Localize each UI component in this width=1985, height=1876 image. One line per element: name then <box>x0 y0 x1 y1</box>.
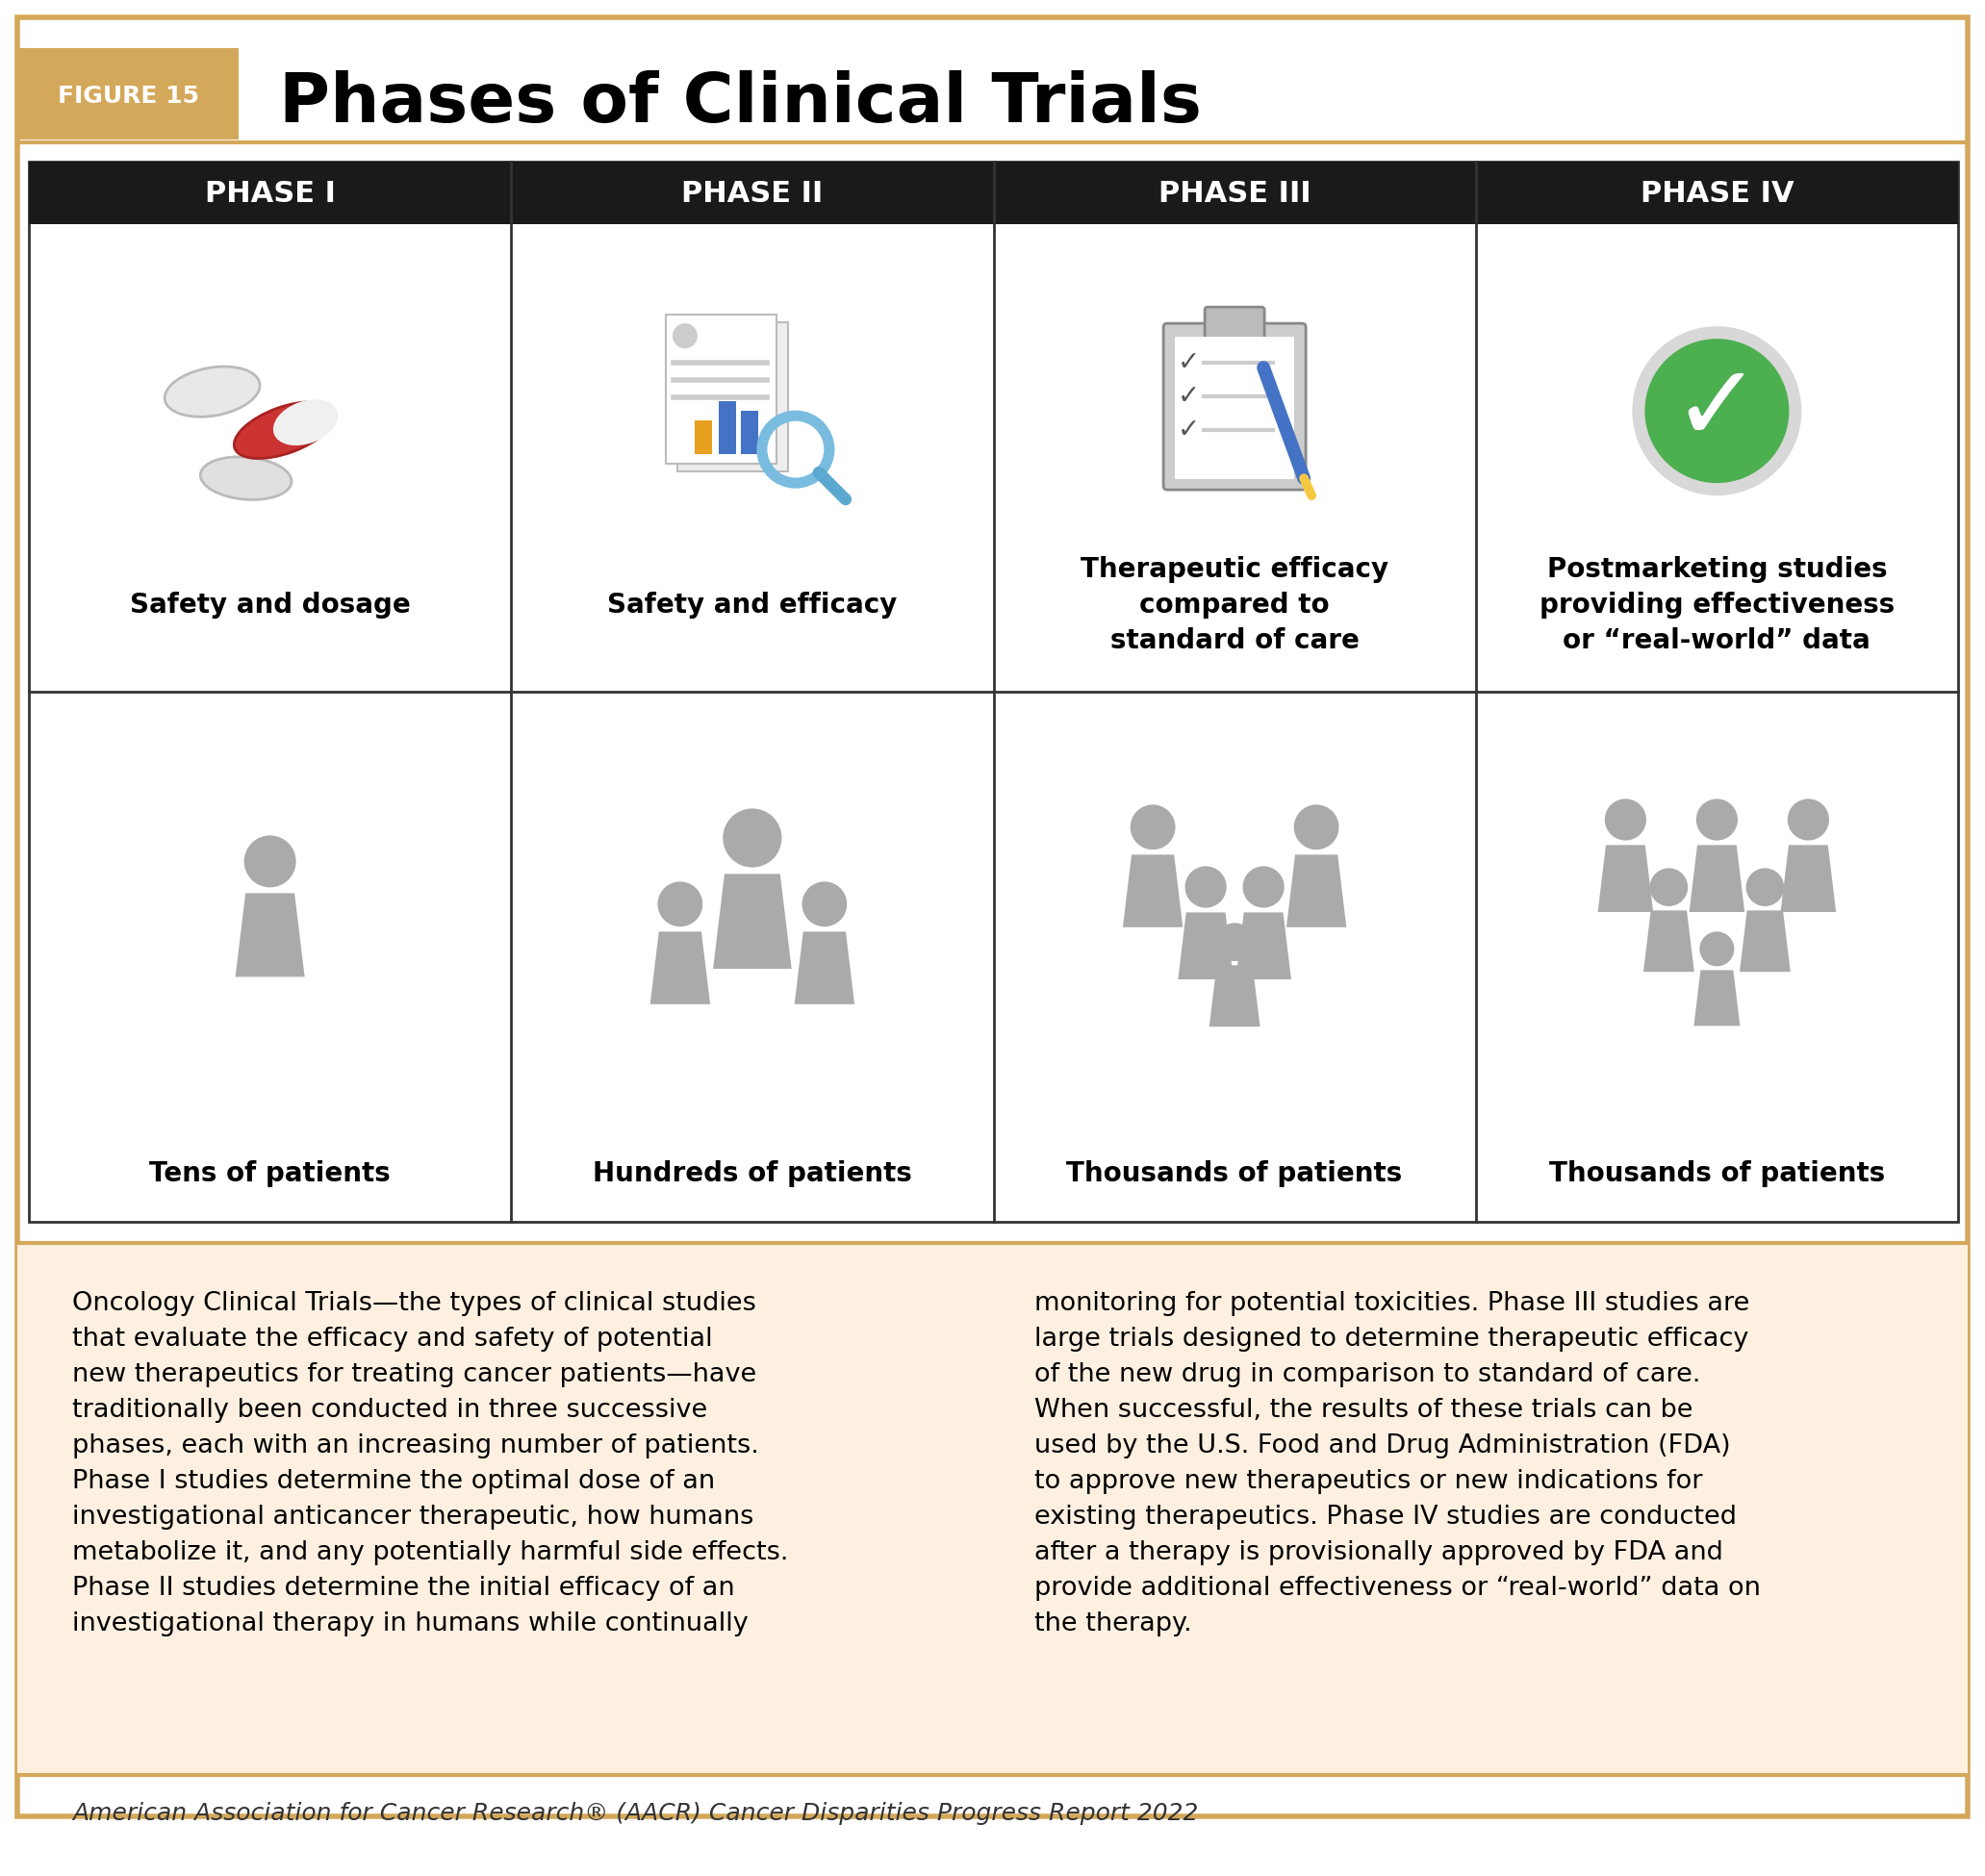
Text: Thousands of patients: Thousands of patients <box>1066 1159 1403 1188</box>
Text: Hundreds of patients: Hundreds of patients <box>594 1159 911 1188</box>
Text: ✓: ✓ <box>1177 416 1199 443</box>
Text: Tens of patients: Tens of patients <box>149 1159 391 1188</box>
Ellipse shape <box>165 366 260 416</box>
Text: Phases of Clinical Trials: Phases of Clinical Trials <box>280 71 1201 137</box>
Circle shape <box>1215 923 1255 961</box>
FancyBboxPatch shape <box>512 161 992 223</box>
Text: ✓: ✓ <box>1671 360 1763 461</box>
Text: Thousands of patients: Thousands of patients <box>1548 1159 1886 1188</box>
Ellipse shape <box>274 400 337 445</box>
Text: Postmarketing studies
providing effectiveness
or “real-world” data: Postmarketing studies providing effectiv… <box>1538 557 1894 655</box>
FancyBboxPatch shape <box>740 411 758 454</box>
Text: PHASE I: PHASE I <box>204 180 335 208</box>
Circle shape <box>1604 799 1646 840</box>
Polygon shape <box>1693 970 1741 1026</box>
Text: Therapeutic efficacy
compared to
standard of care: Therapeutic efficacy compared to standar… <box>1080 557 1389 655</box>
Polygon shape <box>1598 844 1654 912</box>
Circle shape <box>1129 805 1175 850</box>
Text: FIGURE 15: FIGURE 15 <box>58 84 198 107</box>
FancyBboxPatch shape <box>719 401 736 454</box>
Text: American Association for Cancer Research® (AACR) Cancer Disparities Progress Rep: American Association for Cancer Research… <box>71 1803 1199 1825</box>
FancyBboxPatch shape <box>695 420 713 454</box>
FancyBboxPatch shape <box>30 161 512 223</box>
Text: ✓: ✓ <box>1177 349 1199 377</box>
Text: PHASE II: PHASE II <box>681 180 824 208</box>
Polygon shape <box>794 932 854 1004</box>
FancyBboxPatch shape <box>18 1244 1967 1775</box>
Polygon shape <box>1739 910 1790 972</box>
FancyBboxPatch shape <box>1175 338 1294 478</box>
Ellipse shape <box>200 456 292 499</box>
Circle shape <box>1294 805 1340 850</box>
Circle shape <box>1646 340 1788 482</box>
Circle shape <box>1632 326 1802 495</box>
Polygon shape <box>1177 912 1233 979</box>
Polygon shape <box>1286 855 1346 927</box>
Polygon shape <box>1237 912 1290 979</box>
Text: ✓: ✓ <box>1177 383 1199 411</box>
Circle shape <box>1747 869 1785 906</box>
Text: Oncology Clinical Trials—the types of clinical studies
that evaluate the efficac: Oncology Clinical Trials—the types of cl… <box>71 1291 788 1636</box>
Circle shape <box>1788 799 1828 840</box>
FancyBboxPatch shape <box>30 161 1957 1221</box>
Circle shape <box>1243 867 1284 908</box>
Circle shape <box>1699 932 1735 966</box>
Circle shape <box>673 323 697 349</box>
Polygon shape <box>236 893 304 977</box>
Polygon shape <box>1644 910 1695 972</box>
Circle shape <box>244 835 296 887</box>
Circle shape <box>1695 799 1737 840</box>
FancyBboxPatch shape <box>18 49 238 139</box>
Circle shape <box>1650 869 1687 906</box>
Polygon shape <box>651 932 711 1004</box>
FancyBboxPatch shape <box>1205 308 1264 343</box>
Circle shape <box>1185 867 1227 908</box>
FancyBboxPatch shape <box>18 17 1967 1816</box>
Polygon shape <box>1781 844 1836 912</box>
Ellipse shape <box>234 401 335 458</box>
FancyBboxPatch shape <box>1163 323 1306 490</box>
FancyBboxPatch shape <box>992 161 1475 223</box>
FancyBboxPatch shape <box>665 315 776 463</box>
Polygon shape <box>1689 844 1745 912</box>
Polygon shape <box>1124 855 1183 927</box>
Text: PHASE III: PHASE III <box>1157 180 1310 208</box>
FancyBboxPatch shape <box>1475 161 1957 223</box>
Circle shape <box>723 809 782 867</box>
Circle shape <box>802 882 848 927</box>
Polygon shape <box>1209 966 1260 1026</box>
Circle shape <box>657 882 703 927</box>
Text: PHASE IV: PHASE IV <box>1640 180 1794 208</box>
Text: Safety and efficacy: Safety and efficacy <box>607 591 897 619</box>
Text: monitoring for potential toxicities. Phase III studies are
large trials designed: monitoring for potential toxicities. Pha… <box>1034 1291 1761 1636</box>
FancyBboxPatch shape <box>677 323 788 471</box>
Text: Safety and dosage: Safety and dosage <box>129 591 411 619</box>
Polygon shape <box>713 874 792 968</box>
